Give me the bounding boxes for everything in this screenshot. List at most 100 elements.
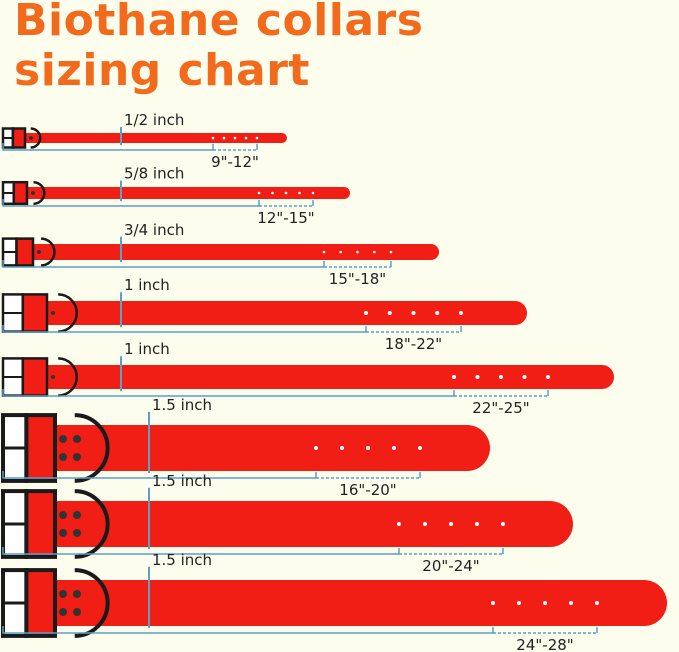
strap-hole: [211, 136, 215, 140]
strap-hole: [397, 522, 401, 526]
strap-hole: [435, 311, 440, 315]
buckle-keeper: [24, 568, 57, 638]
width-label: 3/4 inch: [124, 221, 184, 239]
strap-hole: [475, 375, 480, 379]
strap-hole: [339, 250, 343, 254]
rivet: [31, 191, 35, 195]
strap-hole: [387, 311, 392, 315]
size-range-label: 24"-28": [516, 636, 573, 652]
collar-4: 1 inch 18"-22": [1, 276, 527, 353]
rivet: [59, 590, 67, 598]
strap-hole: [452, 375, 456, 379]
length-bracket: [2, 199, 260, 207]
strap-hole: [491, 601, 495, 605]
chart-title: Biothane collars sizing chart: [14, 0, 423, 96]
strap-hole: [298, 191, 301, 195]
strap-hole: [222, 136, 226, 140]
strap-hole: [517, 601, 521, 605]
strap: [7, 301, 527, 325]
strap-hole: [372, 250, 376, 254]
strap-hole: [475, 522, 479, 526]
d-ring-icon: [30, 127, 42, 149]
length-bracket: [2, 389, 455, 397]
strap-hole: [522, 375, 527, 379]
strap-hole: [392, 446, 396, 450]
strap: [7, 133, 287, 143]
buckle-keeper: [21, 357, 49, 397]
strap: [7, 365, 614, 389]
strap-hole: [411, 311, 416, 315]
rivet: [59, 529, 67, 537]
strap-hole: [501, 522, 505, 526]
strap: [7, 187, 350, 199]
strap-hole: [364, 311, 368, 315]
title-line-2: sizing chart: [14, 45, 310, 96]
strap: [7, 580, 667, 626]
rivet: [73, 511, 81, 519]
rivet: [59, 453, 67, 461]
d-ring-icon: [40, 237, 56, 267]
rivet: [29, 136, 33, 140]
buckle-keeper: [12, 180, 29, 206]
strap: [7, 425, 490, 471]
strap-hole: [423, 522, 427, 526]
strap-hole: [366, 446, 370, 450]
strap-hole: [459, 311, 463, 315]
collar-2: 5/8 inch 12"-15": [1, 165, 350, 227]
rivet: [59, 511, 67, 519]
rivet: [37, 250, 41, 254]
strap-hole: [499, 375, 503, 379]
buckle-keeper: [24, 413, 57, 483]
strap: [7, 501, 573, 547]
strap-hole: [255, 136, 259, 140]
width-label: 1 inch: [124, 276, 170, 294]
length-bracket: [2, 260, 325, 268]
collar-8: 1.5 inch 24"-28": [1, 551, 667, 652]
strap-hole: [284, 191, 288, 195]
rivet: [73, 529, 81, 537]
width-label: 1.5 inch: [152, 472, 212, 490]
size-range-label: 12"-15": [257, 209, 314, 227]
rivet: [51, 311, 55, 315]
length-bracket: [2, 547, 400, 555]
strap-hole: [569, 601, 573, 605]
size-range-label: 18"-22": [385, 335, 442, 353]
length-bracket: [2, 325, 367, 333]
strap-hole: [546, 375, 550, 379]
strap-hole: [311, 191, 315, 195]
title-line-1: Biothane collars: [14, 0, 424, 46]
rivet: [59, 608, 67, 616]
strap-hole: [543, 601, 547, 605]
strap-hole: [340, 446, 344, 450]
length-bracket: [2, 626, 494, 634]
length-bracket: [2, 143, 214, 151]
strap-hole: [322, 250, 326, 254]
strap-hole: [271, 191, 274, 195]
collar-3: 3/4 inch 15"-18": [1, 221, 439, 288]
strap-hole: [233, 136, 237, 140]
collar-6: 1.5 inch 16"-20": [1, 396, 490, 499]
collar-5: 1 inch 22"-25": [1, 340, 614, 417]
size-range-label: 22"-25": [472, 399, 529, 417]
rivet: [73, 435, 81, 443]
size-range-label: 9"-12": [211, 153, 259, 171]
collar-7: 1.5 inch 20"-24": [1, 472, 573, 575]
rivet: [73, 453, 81, 461]
strap: [7, 244, 439, 260]
strap-hole: [244, 136, 248, 140]
d-ring-icon: [58, 293, 78, 333]
strap-hole: [356, 250, 359, 254]
d-ring-icon: [58, 357, 78, 397]
collar-1: 1/2 inch 9"-12": [1, 111, 287, 171]
strap-hole: [418, 446, 422, 450]
buckle-keeper: [11, 127, 27, 149]
width-label: 5/8 inch: [124, 165, 184, 183]
width-label: 1.5 inch: [152, 396, 212, 414]
strap-hole: [595, 601, 599, 605]
width-label: 1.5 inch: [152, 551, 212, 569]
rivet: [73, 608, 81, 616]
strap-hole: [257, 191, 261, 195]
size-range-label: 16"-20": [339, 481, 396, 499]
strap-hole: [449, 522, 453, 526]
